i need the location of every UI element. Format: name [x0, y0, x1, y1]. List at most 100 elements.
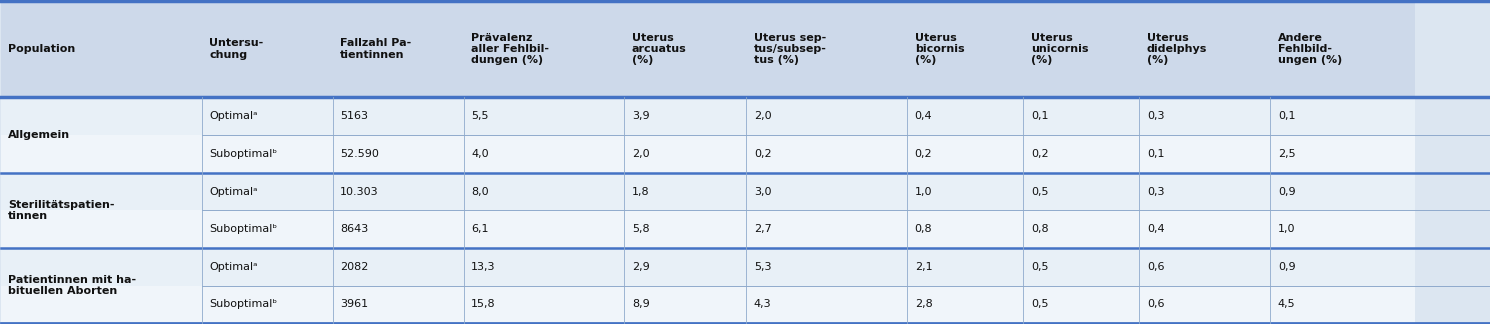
Text: Fallzahl Pa-
tientinnen: Fallzahl Pa- tientinnen — [340, 39, 411, 60]
Bar — [0, 173, 201, 210]
Bar — [0, 98, 201, 173]
Bar — [746, 135, 907, 173]
Bar — [332, 248, 463, 286]
Text: 0,5: 0,5 — [1031, 262, 1049, 272]
Text: 5,3: 5,3 — [754, 262, 772, 272]
Bar — [1271, 286, 1416, 323]
Text: Uterus
didelphys
(%): Uterus didelphys (%) — [1147, 33, 1207, 65]
Bar — [0, 286, 201, 323]
Text: 4,0: 4,0 — [471, 149, 489, 159]
Text: Untersu-
chung: Untersu- chung — [209, 39, 264, 60]
Text: 0,3: 0,3 — [1147, 187, 1164, 197]
Text: 6,1: 6,1 — [471, 224, 489, 234]
Text: Uterus sep-
tus/subsep-
tus (%): Uterus sep- tus/subsep- tus (%) — [754, 33, 827, 65]
Bar — [201, 286, 332, 323]
Bar — [0, 135, 201, 173]
Bar — [1271, 135, 1416, 173]
Bar — [201, 98, 332, 135]
Bar — [0, 173, 201, 248]
Bar — [332, 210, 463, 248]
Bar — [1024, 173, 1140, 210]
Bar — [463, 173, 624, 210]
Bar — [624, 135, 746, 173]
Text: Uterus
bicornis
(%): Uterus bicornis (%) — [915, 33, 964, 65]
Text: 8,9: 8,9 — [632, 299, 650, 309]
Bar — [0, 248, 201, 323]
Bar — [907, 210, 1024, 248]
Bar — [1140, 210, 1271, 248]
Text: 4,5: 4,5 — [1278, 299, 1295, 309]
Text: 2,0: 2,0 — [754, 111, 772, 121]
Bar — [746, 210, 907, 248]
Text: 0,9: 0,9 — [1278, 262, 1295, 272]
Bar — [332, 286, 463, 323]
Text: Allgemein: Allgemein — [7, 130, 70, 140]
Text: 0,9: 0,9 — [1278, 187, 1295, 197]
Text: 0,6: 0,6 — [1147, 299, 1164, 309]
Text: 8,0: 8,0 — [471, 187, 489, 197]
Bar — [907, 173, 1024, 210]
Text: 5,5: 5,5 — [471, 111, 489, 121]
Bar — [907, 248, 1024, 286]
Text: Suboptimalᵇ: Suboptimalᵇ — [209, 149, 277, 159]
Bar — [201, 173, 332, 210]
Text: 0,2: 0,2 — [754, 149, 772, 159]
Text: Sterilitätspatien-
tinnen: Sterilitätspatien- tinnen — [7, 200, 115, 221]
Bar — [201, 135, 332, 173]
Bar — [1140, 98, 1271, 135]
Text: 1,0: 1,0 — [915, 187, 933, 197]
Text: 2,1: 2,1 — [915, 262, 933, 272]
Bar — [463, 1, 624, 98]
Bar — [463, 98, 624, 135]
Bar — [332, 135, 463, 173]
Text: Optimalᵃ: Optimalᵃ — [209, 262, 258, 272]
Text: 0,4: 0,4 — [1147, 224, 1165, 234]
Bar — [1024, 135, 1140, 173]
Bar — [624, 248, 746, 286]
Text: 0,1: 0,1 — [1278, 111, 1295, 121]
Bar — [0, 210, 201, 248]
Bar — [1140, 248, 1271, 286]
Bar — [1271, 98, 1416, 135]
Text: 52.590: 52.590 — [340, 149, 378, 159]
Text: 0,2: 0,2 — [1031, 149, 1049, 159]
Text: 3,9: 3,9 — [632, 111, 650, 121]
Bar — [1271, 173, 1416, 210]
Text: 0,2: 0,2 — [915, 149, 933, 159]
Bar — [624, 210, 746, 248]
Text: 0,1: 0,1 — [1031, 111, 1049, 121]
Text: 1,8: 1,8 — [632, 187, 650, 197]
Bar — [1140, 135, 1271, 173]
Bar — [1024, 98, 1140, 135]
Bar — [907, 1, 1024, 98]
Bar — [201, 210, 332, 248]
Text: Patientinnen mit ha-
bituellen Aborten: Patientinnen mit ha- bituellen Aborten — [7, 275, 136, 296]
Text: 2,7: 2,7 — [754, 224, 772, 234]
Bar — [463, 286, 624, 323]
Bar — [1024, 1, 1140, 98]
Bar — [1140, 286, 1271, 323]
Text: 1,0: 1,0 — [1278, 224, 1295, 234]
Text: 3,0: 3,0 — [754, 187, 772, 197]
Text: 0,6: 0,6 — [1147, 262, 1164, 272]
Text: 3961: 3961 — [340, 299, 368, 309]
Bar — [624, 286, 746, 323]
Bar — [746, 286, 907, 323]
Text: 5163: 5163 — [340, 111, 368, 121]
Bar — [1024, 248, 1140, 286]
Bar — [746, 173, 907, 210]
Bar — [1024, 210, 1140, 248]
Bar — [1271, 210, 1416, 248]
Bar — [624, 173, 746, 210]
Bar — [1271, 1, 1416, 98]
Text: 0,5: 0,5 — [1031, 187, 1049, 197]
Text: 2082: 2082 — [340, 262, 368, 272]
Bar — [463, 210, 624, 248]
Text: Prävalenz
aller Fehlbil-
dungen (%): Prävalenz aller Fehlbil- dungen (%) — [471, 33, 550, 65]
Bar — [907, 135, 1024, 173]
Bar — [332, 173, 463, 210]
Bar — [1024, 286, 1140, 323]
Bar — [201, 1, 332, 98]
Bar — [907, 98, 1024, 135]
Text: 0,8: 0,8 — [915, 224, 933, 234]
